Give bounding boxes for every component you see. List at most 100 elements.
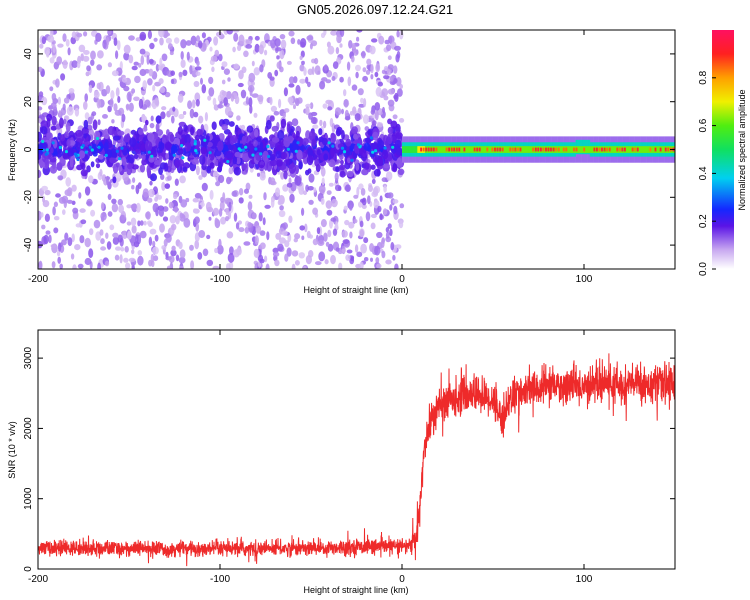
spectral-peak	[118, 157, 122, 161]
spectral-band-core	[653, 146, 655, 153]
spectral-blob	[101, 89, 108, 97]
spectral-blob	[314, 158, 320, 167]
spectral-blob	[99, 169, 103, 177]
spectral-blob	[168, 201, 174, 209]
spectral-blob	[51, 115, 57, 126]
spectral-blob	[275, 159, 283, 167]
spectral-band-peak	[432, 147, 435, 152]
spectral-blob	[351, 55, 355, 63]
spectral-blob	[238, 188, 244, 196]
spectral-band-core	[475, 146, 477, 153]
spectral-blob	[149, 42, 155, 50]
spectral-blob	[218, 238, 222, 249]
spectral-band-core	[481, 146, 484, 153]
spectral-blob	[325, 79, 332, 84]
spectral-blob	[374, 71, 379, 78]
spectral-blob	[83, 119, 89, 130]
spectral-blob	[159, 37, 164, 46]
spectral-blob	[233, 249, 240, 258]
spectral-blob	[90, 161, 95, 168]
spectral-blob	[357, 88, 364, 96]
spectral-blob	[370, 213, 377, 219]
spectral-blob	[375, 257, 380, 264]
spectral-blob	[226, 176, 232, 185]
spectral-blob	[148, 259, 153, 267]
spectral-blob	[367, 128, 374, 136]
spectral-blob	[173, 193, 178, 200]
spectral-blob	[304, 223, 308, 233]
spectral-blob	[223, 68, 230, 75]
spectral-blob	[359, 261, 364, 269]
spectral-band-core	[503, 146, 505, 153]
spectral-band-core	[471, 146, 474, 153]
spectral-blob	[279, 205, 284, 211]
spectral-band-core	[658, 146, 660, 153]
spectral-blob	[323, 30, 327, 36]
spectral-blob	[78, 44, 86, 53]
spectral-blob	[335, 221, 339, 230]
spectral-blob	[164, 162, 169, 172]
spectral-blob	[275, 150, 282, 159]
spectral-band-core	[587, 146, 589, 153]
spectral-blob	[358, 183, 364, 190]
spectral-blob	[147, 197, 153, 203]
spectral-blob	[279, 34, 286, 40]
spectral-blob	[270, 198, 275, 208]
spectral-blob	[178, 113, 185, 120]
spectral-blob	[64, 131, 70, 139]
spectral-blob	[272, 251, 280, 257]
spectral-blob	[137, 255, 144, 266]
spectral-blob	[198, 230, 206, 238]
spectral-blob	[389, 75, 394, 82]
spectral-blob	[248, 97, 253, 107]
spectral-blob	[49, 57, 55, 64]
spectral-blob	[141, 158, 148, 166]
spectral-blob	[359, 229, 365, 238]
spectral-blob	[286, 123, 291, 134]
spectrogram-ytick-label: 20	[23, 96, 34, 108]
spectral-band-peak	[616, 147, 619, 152]
spectral-band-peak	[511, 147, 514, 152]
spectral-blob	[39, 43, 44, 49]
spectral-band-core	[406, 146, 408, 153]
spectral-blob	[269, 76, 275, 81]
spectral-blob	[83, 101, 88, 110]
snr-ytick-label: 2000	[23, 417, 34, 440]
spectral-band-peak	[532, 147, 535, 152]
spectral-blob	[244, 226, 250, 234]
spectral-blob	[225, 152, 233, 159]
spectral-blob	[303, 67, 307, 76]
spectral-blob	[114, 109, 122, 116]
spectral-blob	[207, 141, 213, 148]
spectral-blob	[146, 220, 152, 226]
spectral-blob	[318, 251, 326, 262]
spectral-blob	[84, 237, 91, 248]
spectral-band-core	[544, 146, 546, 153]
spectral-blob	[226, 231, 234, 239]
spectral-blob	[284, 253, 289, 262]
spectral-blob	[163, 32, 171, 37]
spectral-blob	[232, 156, 238, 165]
spectral-blob	[224, 137, 231, 146]
spectral-blob	[244, 188, 249, 194]
spectral-band-core	[641, 146, 643, 153]
spectral-blob	[383, 95, 389, 101]
spectral-blob	[207, 95, 212, 101]
spectral-blob	[355, 71, 359, 79]
spectral-blob	[395, 132, 403, 140]
spectral-blob	[96, 64, 103, 71]
spectral-blob	[59, 263, 63, 269]
spectrogram-ytick-label: 40	[23, 48, 34, 60]
spectral-peak	[241, 148, 245, 152]
spectral-peak	[327, 141, 331, 145]
spectrogram-xtick-label: -100	[210, 274, 230, 285]
spectral-peak	[237, 147, 241, 151]
spectral-blob	[127, 154, 135, 164]
spectral-blob	[127, 162, 133, 170]
spectral-blob	[50, 244, 57, 248]
spectral-blob	[215, 181, 221, 187]
spectral-blob	[105, 85, 111, 94]
spectral-band-peak	[494, 147, 496, 152]
spectral-blob	[107, 193, 112, 200]
spectral-band-core	[490, 146, 492, 153]
